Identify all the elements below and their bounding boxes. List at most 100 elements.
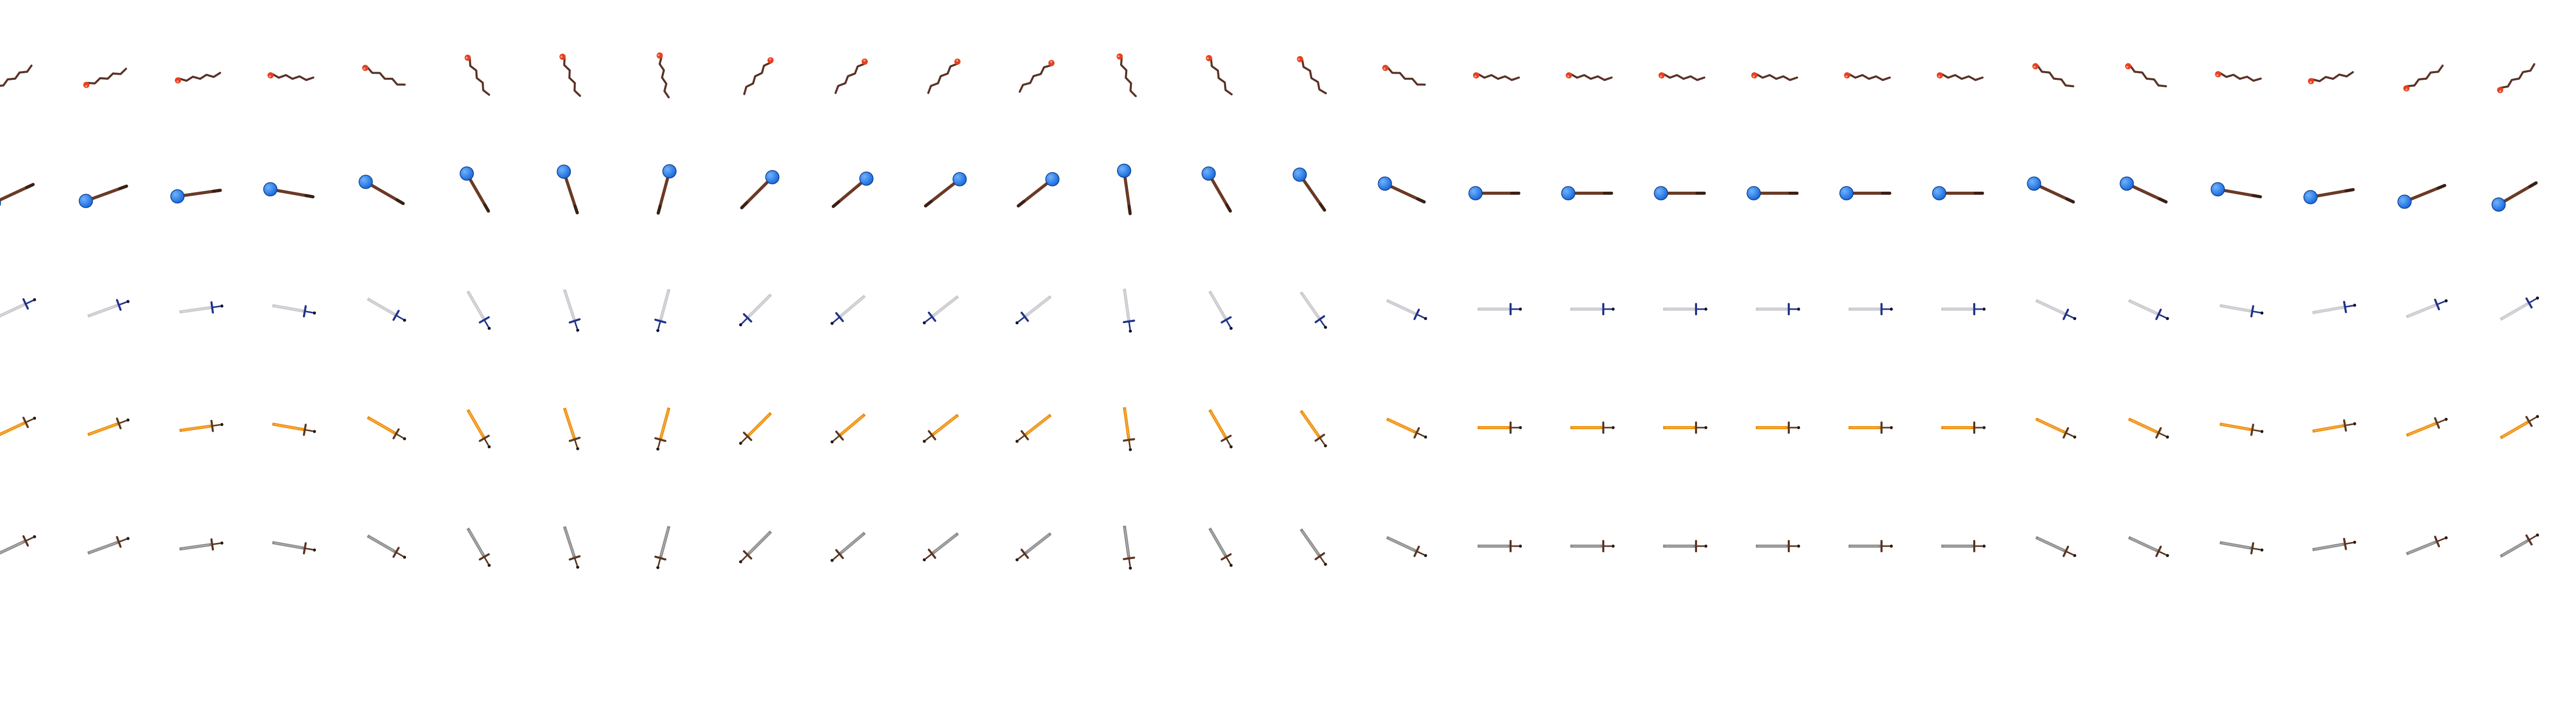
torch-frame bbox=[743, 57, 774, 95]
silver-dagger-frame bbox=[563, 289, 581, 332]
golden-dagger-row bbox=[0, 407, 2539, 451]
iron-dagger-frame bbox=[1299, 528, 1327, 566]
mace-frame bbox=[740, 170, 779, 210]
torch-frame bbox=[83, 67, 127, 88]
golden-dagger-frame bbox=[272, 422, 316, 436]
golden-dagger-frame bbox=[1208, 409, 1233, 449]
torch-frame bbox=[175, 72, 222, 83]
mace-frame bbox=[0, 183, 35, 207]
silver-dagger-frame bbox=[0, 298, 36, 318]
mace-frame bbox=[1016, 172, 1060, 208]
mace-frame bbox=[2492, 181, 2538, 212]
iron-dagger-frame bbox=[831, 532, 866, 562]
silver-dagger-frame bbox=[272, 304, 316, 317]
golden-dagger-frame bbox=[0, 416, 36, 436]
silver-dagger-frame bbox=[1570, 303, 1615, 315]
mace-frame bbox=[359, 175, 405, 205]
torch-frame bbox=[559, 54, 581, 97]
mace-frame bbox=[1117, 163, 1132, 215]
mace-frame bbox=[460, 166, 490, 213]
silver-dagger-frame bbox=[366, 297, 406, 322]
silver-dagger-frame bbox=[1663, 303, 1707, 315]
torch-frame bbox=[267, 72, 315, 81]
torch-frame bbox=[0, 64, 33, 87]
iron-dagger-frame bbox=[1756, 540, 1800, 552]
mace-frame bbox=[263, 182, 315, 198]
golden-dagger-frame bbox=[739, 412, 772, 445]
torch-frame bbox=[2403, 64, 2444, 92]
mace-frame bbox=[832, 171, 874, 208]
mace-frame bbox=[78, 184, 128, 208]
torch-frame bbox=[1751, 72, 1799, 81]
mace-frame bbox=[1747, 186, 1799, 200]
golden-dagger-frame bbox=[2499, 415, 2539, 439]
golden-dagger-frame bbox=[1663, 421, 1707, 434]
silver-dagger-frame bbox=[1386, 299, 1427, 320]
golden-dagger-frame bbox=[2219, 422, 2264, 436]
torch-frame bbox=[2497, 63, 2535, 93]
iron-dagger-row bbox=[0, 525, 2539, 570]
torch-frame bbox=[1473, 72, 1520, 81]
golden-dagger-frame bbox=[563, 408, 581, 450]
iron-dagger-frame bbox=[1015, 532, 1052, 562]
golden-dagger-frame bbox=[2405, 417, 2448, 437]
torch-frame bbox=[362, 64, 406, 86]
torch-frame bbox=[1844, 72, 1891, 81]
golden-dagger-frame bbox=[1015, 414, 1052, 443]
silver-dagger-frame bbox=[466, 290, 491, 330]
golden-dagger-frame bbox=[2312, 419, 2357, 433]
golden-dagger-frame bbox=[1478, 421, 1522, 434]
iron-dagger-frame bbox=[1386, 536, 1427, 557]
mace-frame bbox=[2027, 176, 2075, 204]
mace-frame bbox=[656, 164, 677, 215]
mace-frame bbox=[1201, 166, 1232, 213]
iron-dagger-frame bbox=[654, 526, 671, 569]
golden-dagger-frame bbox=[831, 413, 866, 444]
golden-dagger-frame bbox=[923, 414, 959, 443]
golden-dagger-frame bbox=[1299, 410, 1327, 448]
silver-dagger-frame bbox=[831, 295, 866, 325]
mace-frame bbox=[1654, 186, 1706, 200]
silver-dagger-frame bbox=[2128, 299, 2169, 320]
iron-dagger-frame bbox=[2405, 535, 2448, 555]
silver-dagger-frame bbox=[2035, 299, 2076, 320]
mace-frame bbox=[170, 189, 222, 204]
golden-dagger-frame bbox=[1849, 421, 1893, 434]
silver-dagger-frame bbox=[654, 289, 671, 332]
torch-frame bbox=[2308, 71, 2354, 84]
iron-dagger-frame bbox=[1941, 540, 1986, 552]
torch-row bbox=[0, 52, 2535, 98]
iron-dagger-frame bbox=[739, 530, 772, 564]
torch-frame bbox=[834, 58, 868, 94]
golden-dagger-frame bbox=[1123, 407, 1136, 451]
silver-dagger-frame bbox=[2405, 298, 2448, 318]
golden-dagger-frame bbox=[1941, 421, 1986, 434]
silver-dagger-frame bbox=[1299, 291, 1327, 329]
silver-dagger-frame bbox=[923, 295, 959, 325]
silver-dagger-frame bbox=[1756, 303, 1800, 315]
silver-dagger-frame bbox=[1478, 303, 1522, 315]
iron-dagger-frame bbox=[563, 526, 581, 569]
torch-frame bbox=[2125, 63, 2167, 88]
iron-dagger-frame bbox=[272, 541, 316, 554]
mace-frame bbox=[2120, 176, 2168, 204]
torch-frame bbox=[656, 52, 670, 98]
torch-frame bbox=[1658, 72, 1706, 81]
iron-dagger-frame bbox=[1478, 540, 1522, 552]
silver-dagger-frame bbox=[1208, 290, 1233, 330]
iron-dagger-frame bbox=[366, 534, 406, 559]
torch-frame bbox=[1116, 53, 1137, 97]
iron-dagger-frame bbox=[0, 535, 36, 555]
mace-frame bbox=[2397, 184, 2447, 209]
golden-dagger-frame bbox=[654, 407, 671, 451]
mace-frame bbox=[2210, 182, 2262, 198]
mace-frame bbox=[1468, 186, 1520, 200]
mace-row bbox=[0, 163, 2538, 215]
iron-dagger-frame bbox=[2128, 536, 2169, 557]
golden-dagger-frame bbox=[366, 416, 406, 441]
iron-dagger-frame bbox=[2035, 536, 2076, 557]
iron-dagger-frame bbox=[1849, 540, 1893, 552]
golden-dagger-frame bbox=[1756, 421, 1800, 434]
silver-dagger-frame bbox=[1015, 295, 1052, 325]
